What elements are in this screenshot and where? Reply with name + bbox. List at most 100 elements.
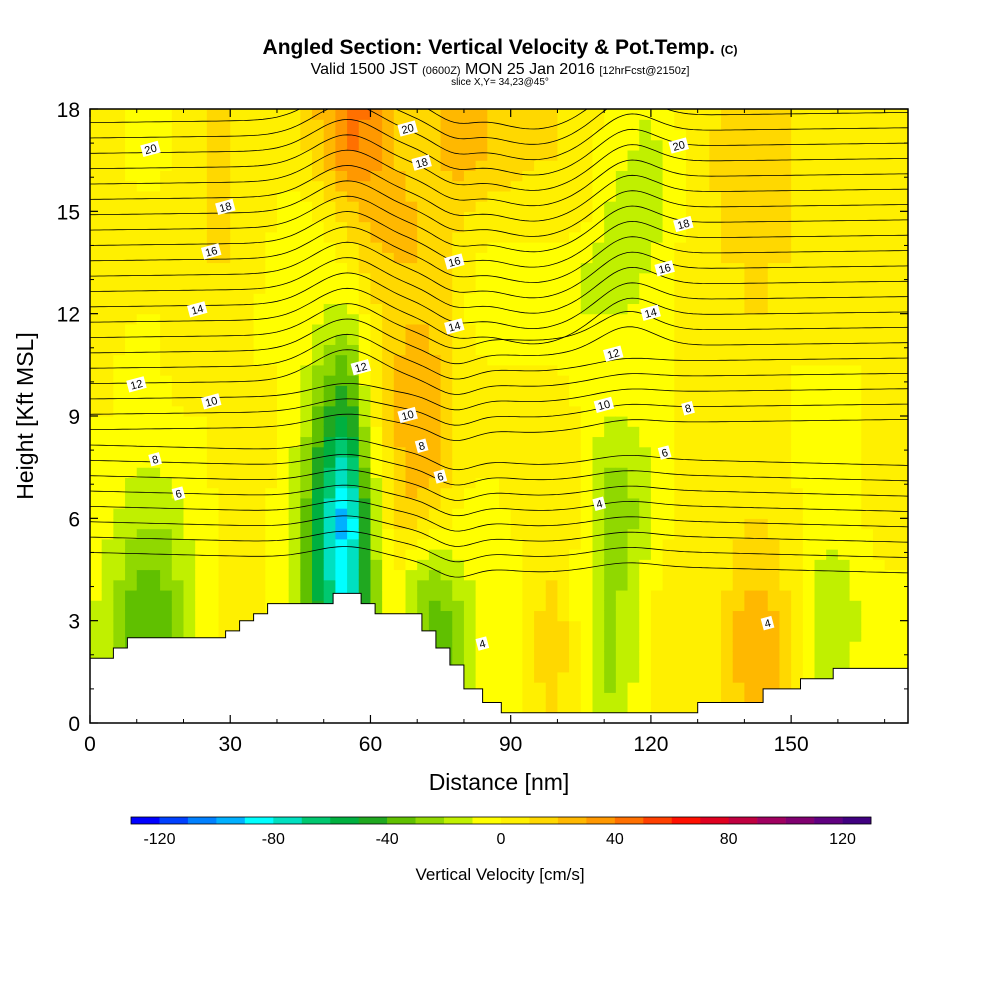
velocity-cell — [382, 375, 395, 386]
velocity-cell — [650, 702, 664, 714]
velocity-cell — [627, 641, 640, 652]
velocity-cell — [417, 405, 430, 417]
velocity-cell — [440, 436, 453, 448]
velocity-cell — [721, 477, 734, 489]
velocity-cell — [557, 446, 570, 458]
velocity-cell — [463, 651, 477, 663]
isentrope-line — [90, 195, 908, 253]
velocity-cell — [463, 620, 477, 632]
velocity-cell — [393, 201, 407, 212]
velocity-cell — [580, 354, 594, 366]
velocity-cell — [884, 508, 897, 519]
velocity-cell — [884, 109, 897, 120]
velocity-cell — [90, 416, 103, 427]
velocity-cell — [767, 497, 781, 509]
velocity-cell — [300, 354, 313, 366]
velocity-cell — [171, 160, 185, 171]
velocity-cell — [615, 661, 629, 673]
velocity-cell — [791, 149, 804, 161]
velocity-cell — [767, 610, 781, 622]
velocity-cell — [826, 487, 839, 499]
velocity-cell — [463, 313, 477, 325]
velocity-cell — [183, 109, 196, 120]
velocity-cell — [756, 569, 769, 581]
velocity-cell — [300, 467, 313, 478]
velocity-cell — [101, 385, 114, 397]
velocity-cell — [241, 262, 255, 274]
velocity-cell — [650, 272, 664, 284]
velocity-cell — [358, 456, 372, 468]
velocity-cell — [534, 589, 547, 601]
velocity-cell — [487, 600, 500, 612]
velocity-cell — [370, 518, 383, 530]
velocity-cell — [615, 323, 629, 335]
velocity-cell — [487, 242, 500, 253]
velocity-cell — [347, 569, 360, 581]
velocity-cell — [604, 456, 617, 468]
velocity-cell — [382, 211, 395, 223]
velocity-cell — [709, 211, 722, 223]
velocity-cell — [125, 221, 138, 233]
velocity-cell — [721, 671, 734, 683]
velocity-cell — [826, 149, 839, 161]
contour-label: 4 — [475, 636, 490, 651]
velocity-cell — [662, 651, 675, 663]
velocity-cell — [440, 242, 453, 253]
velocity-cell — [487, 395, 500, 407]
velocity-cell — [522, 405, 535, 417]
velocity-cell — [534, 201, 547, 212]
velocity-cell — [206, 375, 220, 386]
velocity-cell — [265, 436, 278, 448]
velocity-cell — [136, 252, 150, 264]
velocity-cell — [791, 497, 804, 509]
velocity-cell — [709, 303, 722, 315]
velocity-cell — [452, 508, 465, 519]
velocity-cell — [697, 671, 710, 683]
velocity-cell — [685, 671, 699, 683]
velocity-cell — [779, 446, 792, 458]
velocity-cell — [195, 487, 208, 499]
velocity-cell — [405, 180, 418, 192]
velocity-cell — [428, 170, 442, 182]
velocity-cell — [300, 497, 313, 509]
velocity-cell — [896, 313, 908, 325]
velocity-cell — [814, 559, 827, 571]
velocity-cell — [312, 487, 325, 499]
velocity-cell — [627, 487, 640, 499]
velocity-cell — [814, 456, 827, 468]
velocity-cell — [499, 149, 512, 161]
velocity-cell — [639, 518, 652, 530]
velocity-cell — [744, 559, 757, 571]
velocity-cell — [744, 282, 757, 294]
velocity-cell — [650, 610, 664, 622]
velocity-cell — [428, 446, 442, 458]
velocity-cell — [241, 538, 255, 550]
velocity-cell — [697, 589, 710, 601]
velocity-cell — [125, 334, 138, 345]
velocity-cell — [872, 436, 886, 448]
velocity-cell — [685, 477, 699, 489]
velocity-cell — [767, 651, 781, 663]
velocity-cell — [475, 446, 488, 458]
velocity-cell — [101, 641, 114, 652]
velocity-cell — [113, 211, 126, 223]
velocity-cell — [627, 600, 640, 612]
velocity-cell — [697, 190, 710, 202]
velocity-cell — [861, 405, 874, 417]
velocity-cell — [522, 180, 535, 192]
velocity-cell — [662, 395, 675, 407]
velocity-cell — [288, 149, 301, 161]
velocity-cell — [276, 149, 290, 161]
velocity-cell — [709, 508, 722, 519]
velocity-cell — [241, 559, 255, 571]
contour-label: 10 — [593, 396, 615, 413]
velocity-cell — [183, 282, 196, 294]
velocity-cell — [510, 242, 523, 253]
velocity-cell — [627, 313, 640, 325]
velocity-cell — [791, 538, 804, 550]
velocity-cell — [802, 344, 816, 356]
velocity-cell — [779, 242, 792, 253]
velocity-cell — [580, 313, 594, 325]
velocity-cell — [592, 160, 605, 171]
velocity-cell — [136, 487, 150, 499]
